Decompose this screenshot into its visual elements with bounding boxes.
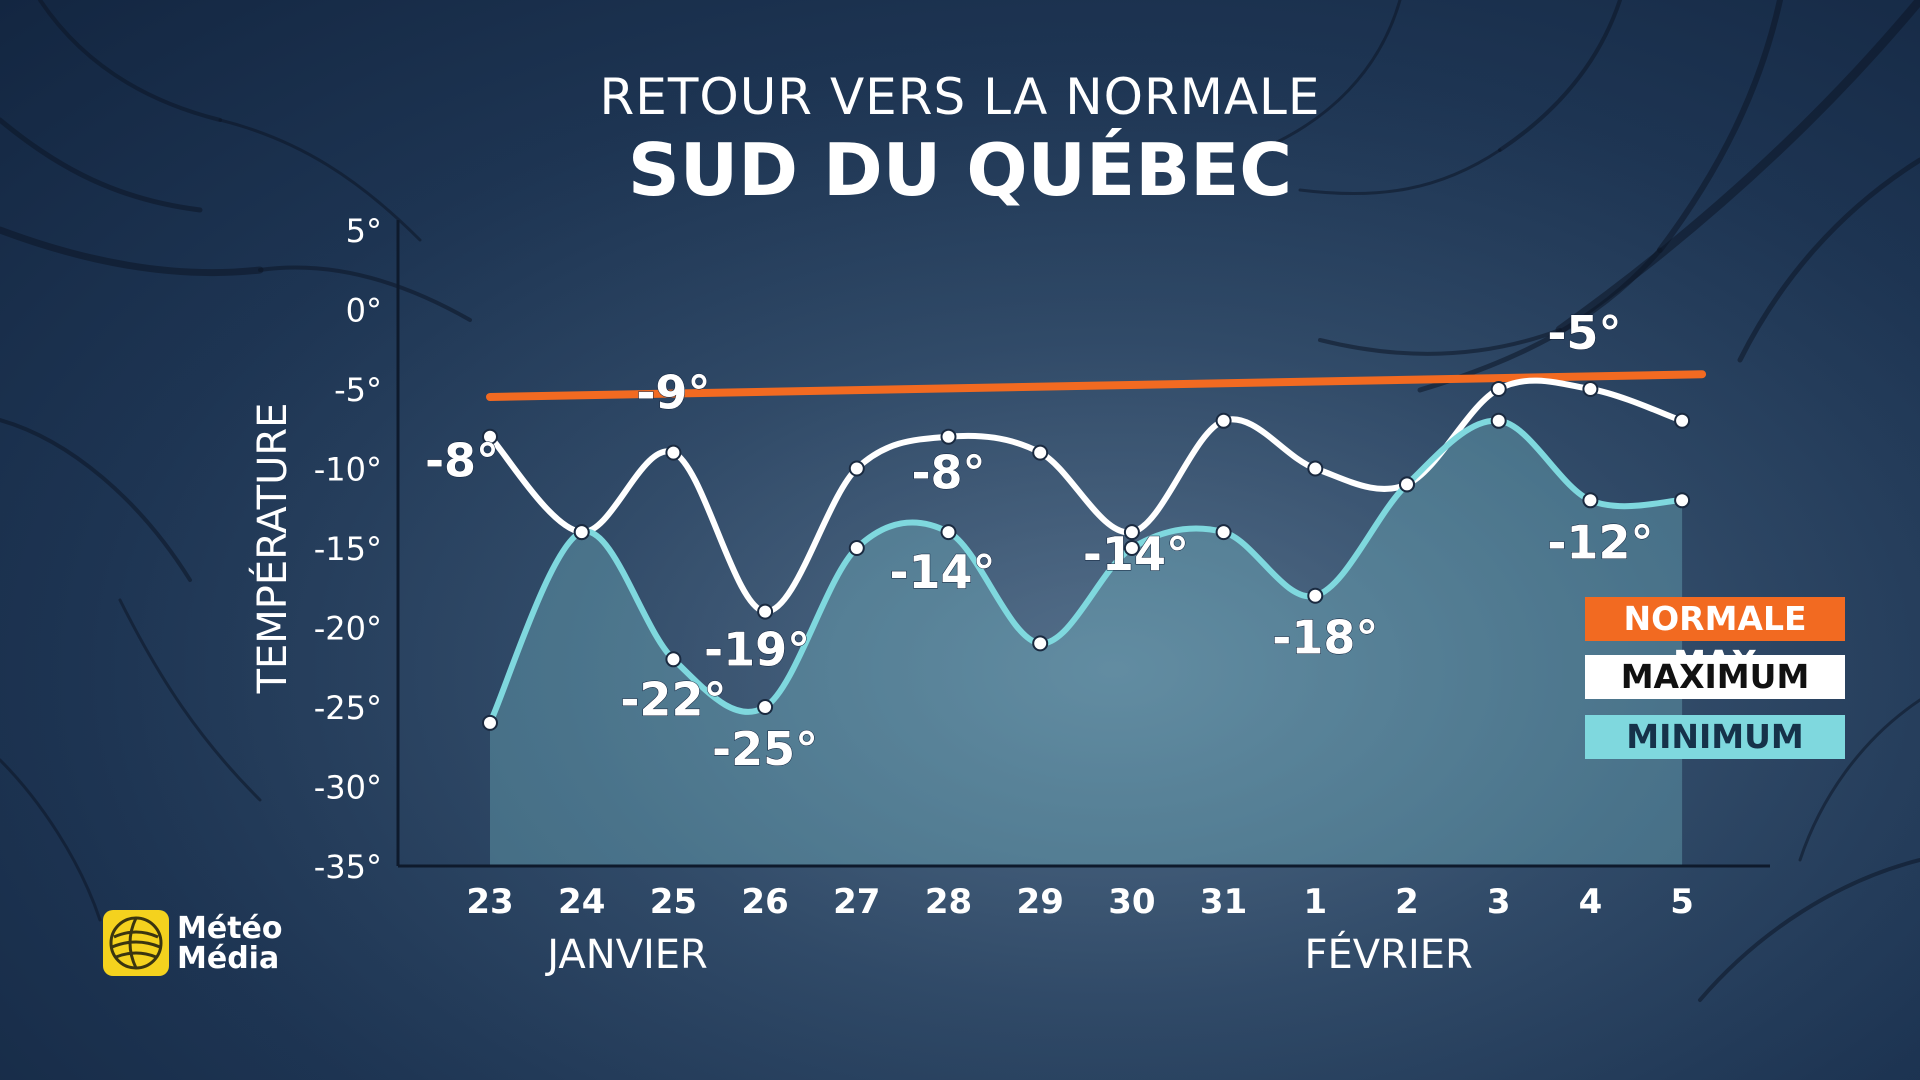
x-tick-label: 26 xyxy=(741,882,788,922)
y-tick-label: -5° xyxy=(334,371,382,409)
maximum-point xyxy=(1307,460,1324,477)
minimum-point xyxy=(1582,492,1599,509)
minimum-point xyxy=(848,540,865,556)
data-label-minimum: -22° xyxy=(620,672,726,726)
y-tick-label: 0° xyxy=(346,292,382,330)
y-tick-label: -35° xyxy=(314,848,382,886)
data-label-maximum: -5° xyxy=(1547,306,1621,360)
minimum-point xyxy=(1032,635,1049,652)
data-label-maximum: -19° xyxy=(704,623,810,677)
x-tick-label: 3 xyxy=(1487,882,1511,922)
x-tick-label: 28 xyxy=(925,882,972,922)
minimum-point xyxy=(482,714,498,731)
data-label-minimum: -14° xyxy=(889,545,995,599)
minimum-point xyxy=(757,699,774,715)
normal-max-line xyxy=(486,370,1707,401)
data-label-maximum: -9° xyxy=(636,366,710,420)
maximum-point xyxy=(1215,412,1232,429)
maximum-point xyxy=(848,460,865,477)
maximum-point xyxy=(482,428,498,445)
legend-minimum: MINIMUM xyxy=(1585,715,1845,759)
maximum-point xyxy=(665,444,682,461)
minimum-point xyxy=(1123,540,1140,556)
globe-icon xyxy=(103,910,169,976)
y-tick-label: -10° xyxy=(314,451,382,489)
maximum-point xyxy=(1123,524,1140,541)
data-label-minimum: -12° xyxy=(1547,515,1653,569)
legend-normal-max: NORMALE MAX xyxy=(1585,597,1845,682)
x-tick-label: 4 xyxy=(1579,882,1603,922)
x-tick-label: 5 xyxy=(1670,882,1694,922)
y-tick-label: -30° xyxy=(314,769,382,807)
maximum-point xyxy=(757,603,774,620)
minimum-point xyxy=(1399,476,1415,493)
x-tick-label: 30 xyxy=(1108,882,1155,922)
logo-text-line1: Météo xyxy=(177,911,283,946)
x-tick-label: 1 xyxy=(1303,882,1327,922)
legend-maximum: MAXIMUM xyxy=(1585,655,1845,699)
y-tick-label: 5° xyxy=(346,212,382,250)
data-label-minimum: -18° xyxy=(1272,611,1378,665)
minimum-point xyxy=(1307,587,1324,604)
chart-subtitle: SUD DU QUÉBEC xyxy=(627,128,1293,212)
minimum-point xyxy=(1490,412,1507,429)
minimum-point xyxy=(1674,492,1691,509)
minimum-area-layer xyxy=(490,420,1683,866)
meteomedia-logo: Météo Média xyxy=(103,910,303,980)
tree-branches xyxy=(0,0,1920,1002)
maximum-point xyxy=(1032,444,1049,461)
data-label-minimum: -25° xyxy=(712,722,818,776)
x-tick-label: 23 xyxy=(466,882,513,922)
minimum-point xyxy=(573,524,590,541)
minimum-point xyxy=(940,524,957,541)
chart-title: RETOUR VERS LA NORMALE xyxy=(599,68,1321,126)
data-label-maximum: -8° xyxy=(425,434,499,488)
logo-text-line2: Média xyxy=(177,941,280,976)
minimum-point xyxy=(665,651,682,668)
maximum-point xyxy=(1582,381,1599,397)
minimum-point xyxy=(1215,524,1232,541)
y-tick-label: -15° xyxy=(314,530,382,568)
month-label: JANVIER xyxy=(544,932,708,978)
maximum-point xyxy=(1674,412,1691,429)
x-tick-label: 25 xyxy=(650,882,697,922)
axes-layer: 5° 0° -5° -10° -15° -20° -25° -30° -35° TEMPÉRATU… xyxy=(248,212,1770,978)
minimum-area-fill xyxy=(490,420,1683,866)
x-tick-label: 27 xyxy=(833,882,880,922)
month-label: FÉVRIER xyxy=(1305,930,1473,978)
y-tick-label: -25° xyxy=(314,689,382,727)
maximum-point xyxy=(940,428,957,445)
y-axis-title: TEMPÉRATURE xyxy=(248,403,296,695)
series-points-layer xyxy=(482,381,1691,731)
maximum-point xyxy=(1490,381,1507,397)
data-labels-layer: -8° -9° -19° -8° -14° -5° -22°-25° -14° -18° -12° xyxy=(424,306,1654,777)
data-label-maximum: -8° xyxy=(911,446,985,500)
x-tick-label: 31 xyxy=(1200,882,1247,922)
x-tick-label: 29 xyxy=(1017,882,1064,922)
x-tick-label: 2 xyxy=(1395,882,1419,922)
y-tick-label: -20° xyxy=(314,610,382,648)
x-tick-label: 24 xyxy=(558,882,605,922)
data-label-maximum: -14° xyxy=(1083,527,1189,581)
minimum-line xyxy=(487,417,1683,725)
